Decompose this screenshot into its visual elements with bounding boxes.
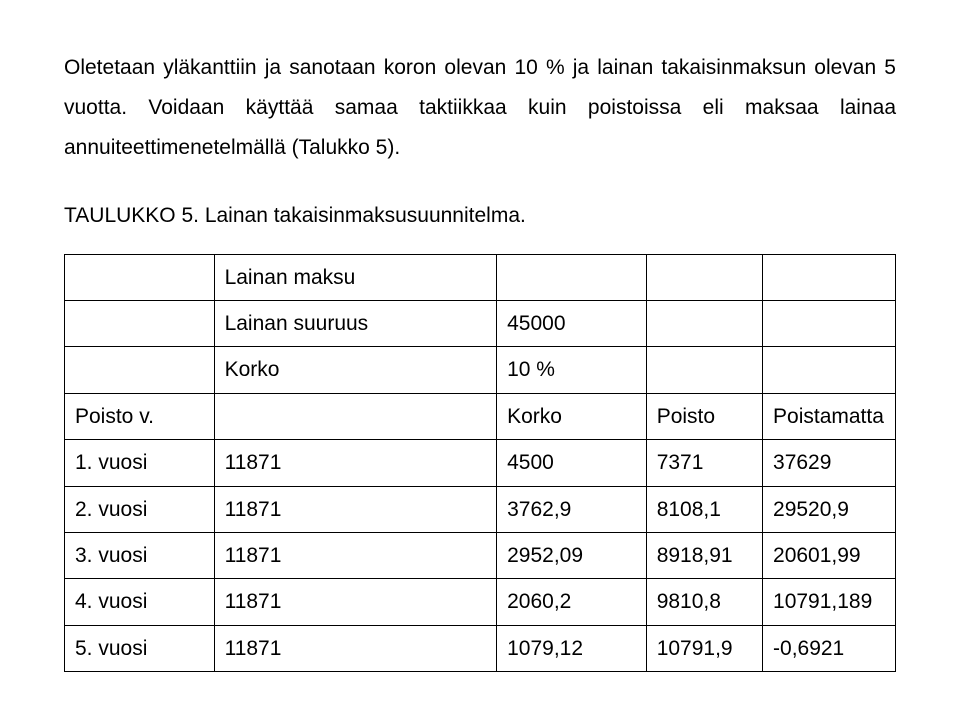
table-cell: 11871 bbox=[214, 579, 497, 625]
table-row: 5. vuosi118711079,1210791,9-0,6921 bbox=[65, 625, 896, 671]
table-cell: 11871 bbox=[214, 532, 497, 578]
table-cell: 10791,9 bbox=[646, 625, 762, 671]
table-cell: 1079,12 bbox=[497, 625, 647, 671]
table-row: 4. vuosi118712060,29810,810791,189 bbox=[65, 579, 896, 625]
table-cell: 5. vuosi bbox=[65, 625, 215, 671]
table-row: Korko10 % bbox=[65, 347, 896, 393]
table-row: Poisto v. KorkoPoistoPoistamatta bbox=[65, 393, 896, 439]
table-cell: 45000 bbox=[497, 300, 647, 346]
table-cell: Korko bbox=[497, 393, 647, 439]
table-row: Lainan suuruus45000 bbox=[65, 300, 896, 346]
table-cell: 11871 bbox=[214, 625, 497, 671]
table-row: 3. vuosi118712952,098918,9120601,99 bbox=[65, 532, 896, 578]
table-cell: 4. vuosi bbox=[65, 579, 215, 625]
table-cell: 20601,99 bbox=[763, 532, 896, 578]
table-heading: TAULUKKO 5. Lainan takaisinmaksusuunnite… bbox=[64, 196, 896, 236]
table-cell bbox=[497, 254, 647, 300]
table-cell: Lainan maksu bbox=[214, 254, 497, 300]
table-cell bbox=[763, 300, 896, 346]
table-cell: 3. vuosi bbox=[65, 532, 215, 578]
table-cell: 2060,2 bbox=[497, 579, 647, 625]
table-cell bbox=[65, 300, 215, 346]
table-cell: 1. vuosi bbox=[65, 440, 215, 486]
table-cell: Poisto bbox=[646, 393, 762, 439]
table-cell: Korko bbox=[214, 347, 497, 393]
table-cell: 8918,91 bbox=[646, 532, 762, 578]
table-cell bbox=[214, 393, 497, 439]
loan-table: Lainan maksuLainan suuruus45000Korko10 %… bbox=[64, 254, 896, 673]
table-cell: Poisto v. bbox=[65, 393, 215, 439]
table-cell: 11871 bbox=[214, 486, 497, 532]
table-cell: 4500 bbox=[497, 440, 647, 486]
table-cell bbox=[646, 347, 762, 393]
table-cell: 10791,189 bbox=[763, 579, 896, 625]
table-cell bbox=[763, 254, 896, 300]
table-cell bbox=[763, 347, 896, 393]
table-cell: 37629 bbox=[763, 440, 896, 486]
table-cell: Poistamatta bbox=[763, 393, 896, 439]
table-cell: 8108,1 bbox=[646, 486, 762, 532]
table-cell: 11871 bbox=[214, 440, 497, 486]
table-cell: 7371 bbox=[646, 440, 762, 486]
table-cell: -0,6921 bbox=[763, 625, 896, 671]
table-row: Lainan maksu bbox=[65, 254, 896, 300]
table-cell bbox=[646, 254, 762, 300]
table-cell: Lainan suuruus bbox=[214, 300, 497, 346]
table-cell: 10 % bbox=[497, 347, 647, 393]
table-cell: 9810,8 bbox=[646, 579, 762, 625]
table-row: 2. vuosi118713762,98108,129520,9 bbox=[65, 486, 896, 532]
table-cell: 3762,9 bbox=[497, 486, 647, 532]
table-cell: 29520,9 bbox=[763, 486, 896, 532]
table-cell bbox=[646, 300, 762, 346]
table-cell: 2952,09 bbox=[497, 532, 647, 578]
table-cell: 2. vuosi bbox=[65, 486, 215, 532]
table-cell bbox=[65, 347, 215, 393]
intro-paragraph: Oletetaan yläkanttiin ja sanotaan koron … bbox=[64, 48, 896, 168]
table-cell bbox=[65, 254, 215, 300]
table-row: 1. vuosi118714500737137629 bbox=[65, 440, 896, 486]
